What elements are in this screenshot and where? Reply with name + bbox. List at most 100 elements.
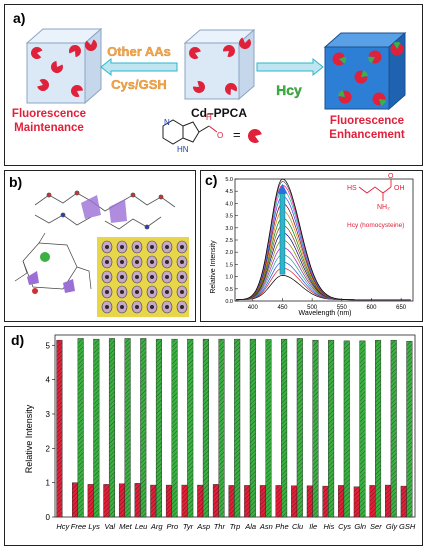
category-label: Free [71, 522, 86, 531]
cd-polyhedron-2 [109, 199, 127, 223]
bar-ile-1 [312, 339, 319, 518]
category-label: Ile [309, 522, 317, 531]
red-unit [37, 79, 49, 91]
chart-d-ytick-label: 5 [46, 341, 51, 350]
ligand-h: H [206, 113, 212, 122]
bar-clu-1 [296, 338, 303, 518]
arrow-left-text-1: Other AAs [107, 44, 171, 59]
green-hcy-unit [379, 99, 386, 106]
bar-ser-1 [375, 339, 382, 518]
category-label: Gln [354, 522, 366, 531]
network-node-2 [32, 288, 38, 294]
equals-sign: = [233, 127, 241, 142]
bar-ser-0 [369, 485, 376, 518]
bar-trp-1 [234, 338, 241, 518]
bar-asp-1 [202, 338, 209, 518]
bar-cys-0 [338, 485, 345, 518]
chart-d-ytick-label: 1 [46, 479, 51, 488]
bar-pro-0 [165, 484, 172, 518]
bar-leu-1 [140, 338, 147, 518]
packing-pore [135, 275, 139, 279]
red-unit [225, 83, 238, 95]
panel-c-label: c) [205, 172, 217, 188]
category-label: Pro [167, 522, 179, 531]
category-label: Ala [244, 522, 256, 531]
category-label: Tyr [183, 522, 194, 531]
chart-c-xtick-label: 450 [277, 305, 288, 311]
spectrum-line [236, 225, 411, 301]
left-caption-2: Maintenance [14, 122, 84, 134]
bar-trp-0 [228, 485, 235, 518]
bar-gsh-0 [400, 485, 407, 518]
chart-c-ytick-label: 1.5 [225, 262, 233, 268]
chart-c-xlabel: Wavelength (nm) [298, 310, 351, 317]
category-label: Asn [259, 522, 273, 531]
packing-pore [135, 290, 139, 294]
chart-c-xtick-label: 650 [396, 305, 407, 311]
red-unit [51, 61, 64, 73]
panel-a-scheme: a) Other AAs Cys/GSH [12, 10, 407, 154]
bar-gly-0 [385, 484, 392, 518]
category-label: Met [119, 522, 132, 531]
green-hcy-unit [339, 56, 347, 64]
left-cube-red-units [31, 39, 98, 97]
chart-d-ylabel: Relative Intensity [24, 404, 34, 473]
bar-asp-0 [197, 484, 204, 518]
bar-hcy-0 [56, 339, 63, 518]
bar-phe-0 [275, 485, 282, 518]
red-unit [222, 45, 235, 57]
chart-c-xtick-label: 500 [307, 305, 318, 311]
chart-d-axes: 0 1 2 3 4 5 Hcy Free Lys Val Met Leu Arg Pro Tyr Asp Thr… [46, 334, 416, 531]
category-label: Arg [150, 522, 164, 531]
arrow-right [256, 57, 324, 77]
packing-pore [135, 260, 139, 264]
bar-tyr-1 [187, 338, 194, 518]
bar-thr-0 [212, 484, 219, 518]
bar-ala-1 [249, 338, 256, 518]
chart-c-xtick-label: 400 [248, 305, 259, 311]
panel-d-label: d) [11, 332, 24, 348]
panel-a-label: a) [13, 10, 25, 26]
red-unit [390, 43, 404, 56]
packing-pore [105, 305, 109, 309]
arrow-right-text: Hcy [276, 82, 302, 98]
bar-pro-1 [171, 338, 178, 518]
red-unit [354, 70, 368, 84]
packing-pore [165, 245, 169, 249]
chart-c-ytick-label: 4.0 [225, 201, 233, 207]
chart-d-bars [56, 338, 413, 518]
packing-pore [120, 245, 124, 249]
packing-pore [180, 305, 184, 309]
red-unit [368, 50, 382, 64]
red-unit [188, 47, 201, 59]
red-unit [338, 90, 352, 104]
bar-ile-0 [306, 485, 313, 518]
category-label: Gly [386, 522, 399, 531]
red-unit-legend-icon [248, 129, 262, 143]
bar-val-0 [103, 484, 110, 518]
chart-c-ytick-label: 2.5 [225, 238, 233, 244]
red-unit [239, 37, 251, 50]
packing-pore [150, 275, 154, 279]
packing-pore [165, 305, 169, 309]
packing-pore [165, 275, 169, 279]
red-unit [71, 85, 83, 97]
red-unit-legend [248, 129, 262, 143]
chart-d-ytick-label: 3 [46, 410, 51, 419]
packing-pore [105, 260, 109, 264]
hcy-hs: HS [347, 185, 357, 192]
packing-pore [120, 305, 124, 309]
bar-cys-1 [343, 340, 350, 518]
packing-pore [105, 275, 109, 279]
red-unit [372, 92, 386, 106]
packing-pore [180, 245, 184, 249]
cd-polyhedron-1 [81, 195, 101, 219]
bar-thr-1 [218, 338, 225, 518]
left-cube [25, 27, 103, 105]
category-label: GSH [399, 522, 416, 531]
hcy-nh2: NH₂ [377, 204, 390, 211]
green-hcy-unit [393, 42, 401, 49]
bar-gsh-1 [406, 340, 413, 518]
category-label: His [323, 522, 334, 531]
hcy-structure [358, 179, 392, 201]
